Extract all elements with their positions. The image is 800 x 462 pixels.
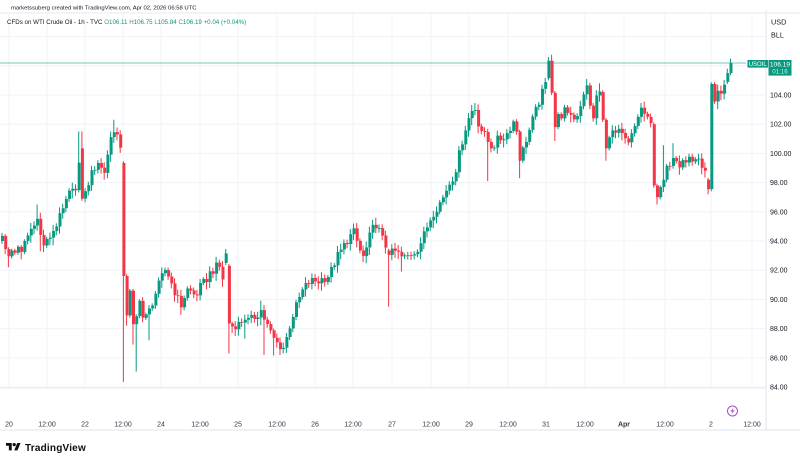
svg-text:CFDs on WTI Crude Oil - 1h - T: CFDs on WTI Crude Oil - 1h - TVC O106.11…: [7, 19, 246, 26]
svg-text:12:00: 12:00: [499, 422, 517, 429]
svg-text:96.00: 96.00: [770, 209, 788, 216]
svg-text:31: 31: [542, 422, 550, 429]
svg-text:12:00: 12:00: [114, 422, 132, 429]
svg-text:12:00: 12:00: [268, 422, 286, 429]
svg-text:12:00: 12:00: [576, 422, 594, 429]
svg-text:86.00: 86.00: [770, 355, 788, 362]
svg-text:USD: USD: [771, 18, 786, 27]
svg-text:12:00: 12:00: [344, 422, 362, 429]
svg-text:20: 20: [5, 422, 13, 429]
svg-text:88.00: 88.00: [770, 326, 788, 333]
svg-text:92.00: 92.00: [770, 268, 788, 275]
svg-text:USOIL: USOIL: [749, 62, 768, 68]
svg-text:104.00: 104.00: [770, 93, 792, 100]
svg-text:90.00: 90.00: [770, 297, 788, 304]
svg-text:12:00: 12:00: [422, 422, 440, 429]
svg-text:27: 27: [388, 422, 396, 429]
svg-text:12:00: 12:00: [656, 422, 674, 429]
svg-text:26: 26: [311, 422, 319, 429]
svg-text:84.00: 84.00: [770, 385, 788, 392]
svg-text:29: 29: [465, 422, 473, 429]
svg-text:01:16: 01:16: [772, 69, 788, 76]
svg-text:Apr: Apr: [618, 422, 630, 429]
svg-text:12:00: 12:00: [191, 422, 209, 429]
svg-text:98.00: 98.00: [770, 180, 788, 187]
svg-text:12:00: 12:00: [38, 422, 56, 429]
svg-text:22: 22: [81, 422, 89, 429]
svg-text:2: 2: [709, 422, 713, 429]
svg-text:106.19: 106.19: [770, 61, 791, 68]
svg-text:marketssuberg created with Tra: marketssuberg created with TradingView.c…: [11, 6, 197, 12]
svg-text:BLL: BLL: [771, 31, 784, 40]
svg-text:25: 25: [234, 422, 242, 429]
svg-text:94.00: 94.00: [770, 239, 788, 246]
svg-text:12:00: 12:00: [743, 422, 761, 429]
svg-text:24: 24: [157, 422, 165, 429]
svg-text:TradingView: TradingView: [25, 443, 86, 454]
svg-text:102.00: 102.00: [770, 122, 792, 129]
svg-text:100.00: 100.00: [770, 151, 792, 158]
